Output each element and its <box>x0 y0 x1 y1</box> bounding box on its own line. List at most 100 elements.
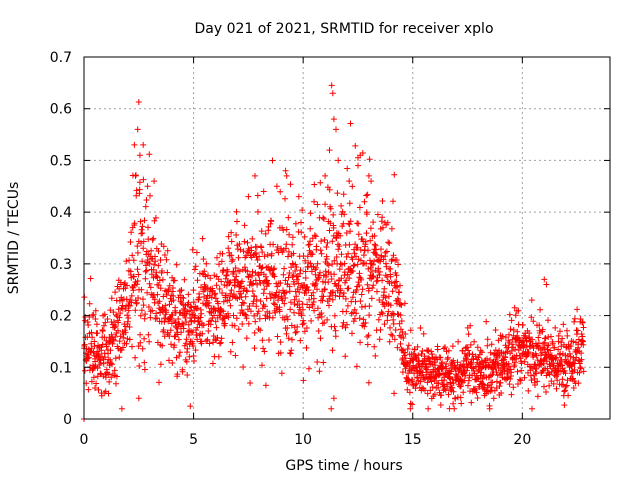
data-point <box>488 341 495 348</box>
data-point <box>136 186 143 193</box>
data-point <box>329 90 336 97</box>
data-point <box>233 208 240 215</box>
data-point <box>95 351 102 358</box>
data-point <box>325 279 332 285</box>
data-point <box>541 383 547 390</box>
data-point <box>142 275 149 282</box>
data-point <box>245 193 252 200</box>
data-point <box>559 376 566 383</box>
data-point <box>140 296 146 303</box>
data-point <box>303 344 310 351</box>
data-point <box>97 359 104 366</box>
data-point <box>164 247 171 254</box>
data-point <box>489 379 496 386</box>
data-point <box>397 312 404 319</box>
data-point <box>407 327 414 334</box>
data-point <box>480 381 487 388</box>
data-point <box>303 325 310 331</box>
data-point <box>420 330 427 337</box>
data-point <box>534 357 541 364</box>
data-point <box>381 303 388 310</box>
data-point <box>238 307 245 313</box>
data-point <box>218 335 225 342</box>
data-point <box>108 374 115 381</box>
data-point <box>211 272 218 279</box>
data-point <box>533 352 540 359</box>
data-point <box>260 301 267 308</box>
data-point <box>144 183 151 190</box>
data-point <box>496 352 503 359</box>
data-point <box>135 99 142 105</box>
data-point <box>233 273 240 280</box>
data-point <box>307 238 313 245</box>
data-point <box>247 380 254 386</box>
data-point <box>251 312 258 319</box>
data-point <box>269 314 276 321</box>
data-point <box>274 333 281 340</box>
data-point <box>148 247 155 254</box>
x-tick-labels: 0 5 10 15 20 <box>80 432 532 448</box>
data-point <box>241 300 247 307</box>
data-point <box>353 310 360 317</box>
data-point <box>332 327 339 334</box>
data-point <box>244 288 251 295</box>
data-point <box>256 277 263 284</box>
data-point <box>91 343 98 350</box>
data-point <box>346 221 353 228</box>
data-point <box>180 325 187 332</box>
data-point <box>335 157 342 164</box>
data-point <box>294 276 300 283</box>
data-point <box>124 282 130 289</box>
data-point <box>353 363 360 370</box>
data-point <box>384 312 391 319</box>
data-point <box>484 336 491 343</box>
data-point <box>156 298 163 305</box>
data-point <box>234 279 241 285</box>
data-point <box>329 296 336 303</box>
data-point <box>571 315 578 322</box>
data-point <box>397 301 404 308</box>
data-point <box>195 318 202 325</box>
data-point <box>301 328 308 335</box>
data-point <box>512 312 519 319</box>
data-point <box>368 178 375 185</box>
data-point <box>455 338 462 345</box>
data-point <box>305 287 312 294</box>
data-point <box>94 365 101 372</box>
data-point <box>134 266 141 273</box>
data-point <box>293 293 300 300</box>
data-point <box>126 324 133 330</box>
data-point <box>304 284 311 291</box>
data-point <box>129 343 135 350</box>
data-point <box>277 339 284 346</box>
data-point <box>111 324 118 331</box>
data-point <box>296 298 302 305</box>
data-point <box>251 293 258 300</box>
data-point <box>262 382 269 389</box>
data-point <box>356 315 363 322</box>
data-point <box>387 302 394 309</box>
data-point <box>557 328 563 335</box>
data-point <box>112 333 119 340</box>
data-point <box>152 214 159 221</box>
data-point <box>241 264 248 271</box>
data-point <box>179 320 186 327</box>
data-point <box>155 282 162 288</box>
data-point <box>194 336 201 343</box>
data-point <box>282 195 288 202</box>
data-point <box>473 389 480 396</box>
data-point <box>406 379 412 386</box>
data-point <box>343 253 350 260</box>
data-point <box>396 289 403 296</box>
data-point <box>562 387 569 394</box>
data-point <box>85 322 92 328</box>
data-point <box>393 278 400 285</box>
data-point <box>104 316 111 322</box>
data-point <box>136 179 143 186</box>
data-point <box>280 227 287 234</box>
data-point <box>427 358 434 365</box>
data-point <box>107 307 114 314</box>
data-point <box>382 249 389 256</box>
data-point <box>382 294 389 301</box>
data-point <box>377 326 384 333</box>
